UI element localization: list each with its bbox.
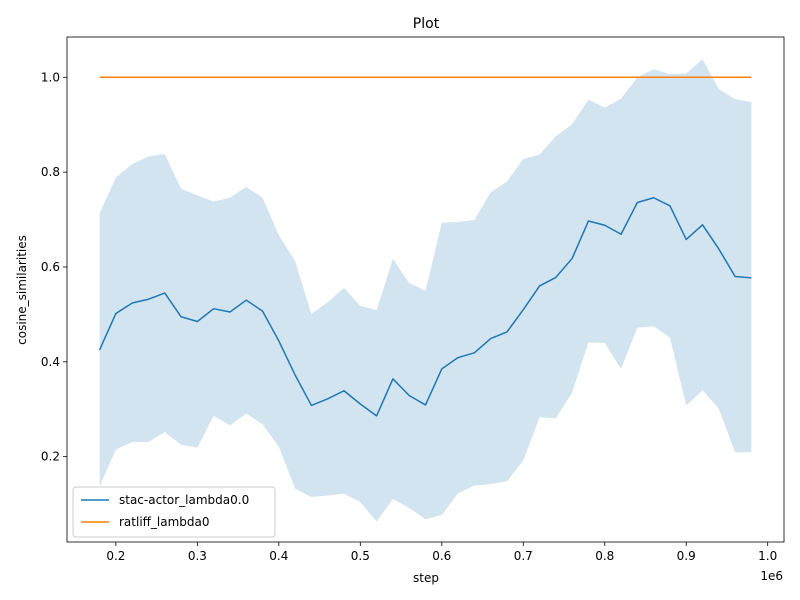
series-band-0 — [99, 59, 752, 522]
x-tick-label: 0.3 — [188, 549, 207, 563]
y-tick-label: 0.2 — [41, 450, 60, 464]
legend-label-0: stac-actor_lambda0.0 — [119, 493, 249, 507]
x-tick-label: 1.0 — [758, 549, 777, 563]
series-line-0 — [98, 197, 752, 417]
plot-area — [98, 59, 752, 522]
y-tick-label: 0.8 — [41, 165, 60, 179]
y-axis-label: cosine_similarities — [15, 235, 29, 345]
legend: stac-actor_lambda0.0 ratliff_lambda0 — [72, 486, 276, 538]
x-tick-label: 0.2 — [106, 549, 125, 563]
y-tick-label: 0.4 — [41, 355, 60, 369]
x-tick-label: 0.8 — [595, 549, 614, 563]
x-axis-label: step — [413, 571, 439, 585]
plot-frame — [66, 36, 785, 543]
x-tick-label: 0.4 — [269, 549, 288, 563]
legend-box — [72, 486, 276, 538]
y-tick-label: 0.6 — [41, 260, 60, 274]
x-tick-label: 0.6 — [432, 549, 451, 563]
axes: 0.2 0.3 0.4 0.5 0.6 0.7 0.8 0.9 1.0 0.2 0.4 0.6 0.8 1… — [41, 36, 785, 563]
x-tick-label: 0.9 — [677, 549, 696, 563]
x-offset-label: 1e6 — [760, 569, 783, 583]
x-tick-label: 0.7 — [514, 549, 533, 563]
x-tick-label: 0.5 — [351, 549, 370, 563]
legend-label-1: ratliff_lambda0 — [119, 515, 210, 529]
y-tick-label: 1.0 — [41, 70, 60, 84]
chart-title: Plot — [413, 16, 440, 32]
